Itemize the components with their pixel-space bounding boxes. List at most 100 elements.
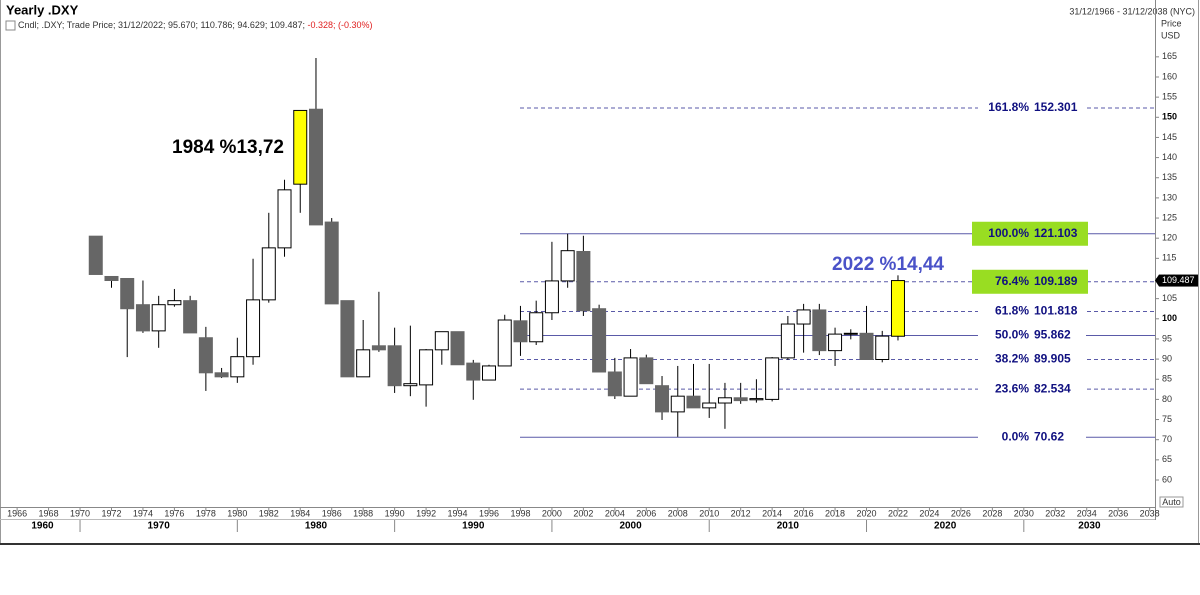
candle-body: [702, 402, 717, 409]
x-tick-label: 2030: [1014, 508, 1034, 518]
x-tick-label: 2016: [794, 508, 814, 518]
fib-label-highlight: [972, 269, 1088, 294]
y-tick-label: 100: [1162, 313, 1177, 323]
x-tick-label: 2008: [668, 508, 688, 518]
candle-body: [261, 247, 276, 301]
candle-body: [623, 357, 638, 397]
fib-value: 109.189: [1034, 274, 1078, 288]
candle-body: [560, 250, 575, 282]
y-tick-label: 95: [1162, 333, 1172, 343]
candle-body: [183, 300, 198, 334]
candle-body: [403, 383, 418, 387]
legend-text: Cndl; .DXY; Trade Price; 31/12/2022; 95.…: [18, 20, 373, 30]
annotation: 2022 %14,44: [832, 254, 944, 275]
fib-value: 121.103: [1034, 226, 1078, 240]
y-tick-label: 145: [1162, 132, 1177, 142]
fib-value: 82.534: [1034, 381, 1071, 395]
candle-body: [419, 349, 434, 386]
candle-body: [812, 309, 827, 352]
fib-value: 70.62: [1034, 429, 1064, 443]
chart-title: Yearly .DXY: [6, 2, 79, 17]
candle-body: [151, 304, 166, 332]
auto-box[interactable]: [1159, 496, 1184, 508]
x-tick-label: 2004: [605, 508, 625, 518]
x-tick-label: 2020: [857, 508, 877, 518]
candle-body: [686, 395, 701, 409]
fib-value: 152.301: [1034, 100, 1078, 114]
y-tick-label: 130: [1162, 192, 1177, 202]
candle-body: [293, 109, 308, 185]
candle-body: [135, 304, 150, 332]
fib-value: 95.862: [1034, 328, 1071, 342]
legend-icon: [5, 20, 16, 31]
x-tick-label: 1972: [101, 508, 121, 518]
fib-label-background: [978, 328, 1086, 343]
last-price-box: [1159, 274, 1198, 287]
fib-percent: 0.0%: [1002, 429, 1030, 443]
x-tick-label: 2034: [1077, 508, 1097, 518]
x-tick-label: 2032: [1045, 508, 1065, 518]
legend-change: -0.328; (-0.30%): [307, 20, 372, 30]
candle-body: [450, 331, 465, 366]
candle-body: [655, 385, 670, 413]
y-tick-label: 65: [1162, 454, 1172, 464]
candle-body: [356, 349, 371, 378]
y-tick-label: 120: [1162, 233, 1177, 243]
candle-body: [434, 331, 449, 351]
y-tick-label: 85: [1162, 374, 1172, 384]
y-tick-label: 155: [1162, 92, 1177, 102]
candle-body: [230, 356, 245, 378]
x-tick-label: 1990: [385, 508, 405, 518]
x-tick-label: 2012: [731, 508, 751, 518]
candle-body: [387, 345, 402, 387]
decade-label: 1990: [462, 521, 485, 532]
candle-body: [466, 362, 481, 381]
y-tick-label: 80: [1162, 394, 1172, 404]
y-tick-label: 75: [1162, 414, 1172, 424]
auto-label[interactable]: Auto: [1162, 497, 1181, 507]
y-tick-label: 150: [1162, 112, 1177, 122]
x-tick-label: 2028: [982, 508, 1002, 518]
y-axis-label: Price: [1161, 18, 1182, 28]
x-tick-label: 2038: [1140, 508, 1160, 518]
candle-body: [607, 371, 622, 397]
x-tick-label: 1986: [322, 508, 342, 518]
annotation: 1984 %13,72: [172, 137, 284, 158]
candle-body: [167, 300, 182, 306]
decade-label: 2030: [1078, 521, 1101, 532]
decade-label: 1970: [148, 521, 171, 532]
fib-label-background: [978, 352, 1086, 367]
candle-body: [88, 235, 103, 275]
last-price-label: 109.487: [1162, 275, 1195, 285]
legend-main: Cndl; .DXY; Trade Price; 31/12/2022; 95.…: [18, 20, 305, 30]
candle-body: [843, 332, 858, 335]
candle-body: [497, 319, 512, 367]
fib-label-background: [978, 430, 1086, 445]
x-tick-label: 1984: [290, 508, 310, 518]
x-tick-label: 2002: [573, 508, 593, 518]
x-tick-label: 2006: [636, 508, 656, 518]
fib-label-background: [978, 304, 1086, 319]
fib-label-background: [978, 382, 1086, 397]
candle-body: [592, 308, 607, 373]
decade-label: 1960: [31, 521, 54, 532]
candle-body: [308, 108, 323, 226]
candle-body: [749, 398, 764, 401]
y-tick-label: 90: [1162, 353, 1172, 363]
candle-body: [277, 189, 292, 249]
fib-value: 89.905: [1034, 352, 1071, 366]
candle-body: [529, 312, 544, 343]
x-tick-label: 1978: [196, 508, 216, 518]
fib-percent: 161.8%: [988, 100, 1029, 114]
y-tick-label: 115: [1162, 253, 1176, 263]
y-tick-label: 60: [1162, 474, 1172, 484]
y-tick-label: 160: [1162, 71, 1177, 81]
x-tick-label: 2022: [888, 508, 908, 518]
x-tick-label: 2010: [699, 508, 719, 518]
fib-label-highlight: [972, 221, 1088, 246]
x-tick-label: 2024: [919, 508, 939, 518]
x-tick-label: 2026: [951, 508, 971, 518]
fib-percent: 50.0%: [995, 328, 1029, 342]
